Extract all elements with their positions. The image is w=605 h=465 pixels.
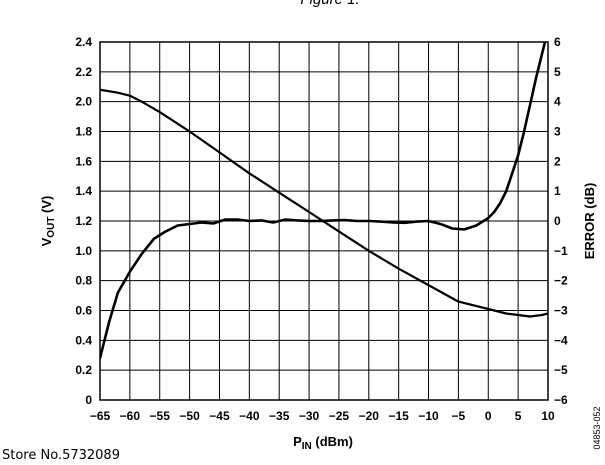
y2-axis-title: ERROR (dB) <box>582 183 597 260</box>
error-series-line <box>100 42 547 360</box>
y-tick-labels: 0 0.2 0.4 0.6 0.8 1.0 1.2 1.4 1.6 1.8 2.0 2.2 2.4 <box>75 35 92 407</box>
x-tick-label: −55 <box>150 409 171 423</box>
y2-tick-label: −3 <box>554 304 568 318</box>
x-tick-label: −25 <box>329 409 350 423</box>
y2-tick-label: 6 <box>554 35 561 49</box>
y-tick-label: 0.8 <box>75 274 92 288</box>
y-tick-label: 2.4 <box>75 35 92 49</box>
y2-tick-label: −6 <box>554 393 568 407</box>
x-tick-label: −50 <box>179 409 200 423</box>
y2-tick-label: −1 <box>554 244 568 258</box>
x-tick-label: −30 <box>299 409 320 423</box>
vout-series-line <box>100 88 548 318</box>
x-tick-label: −10 <box>418 409 439 423</box>
y-tick-label: 2.0 <box>75 95 92 109</box>
x-tick-label: −65 <box>90 409 111 423</box>
figure-title: Figure 1. <box>0 0 605 8</box>
x-tick-label: −40 <box>239 409 260 423</box>
y-tick-label: 0.6 <box>75 304 92 318</box>
y2-tick-labels: −6 −5 −4 −3 −2 −1 0 1 2 3 4 5 6 <box>554 35 568 407</box>
x-tick-labels: −65 −60 −55 −50 −45 −40 −35 −30 −25 −20 −15 −10 −5 0 5… <box>90 409 555 423</box>
y-tick-label: 1.0 <box>75 244 92 258</box>
y2-tick-label: 4 <box>554 95 561 109</box>
y-tick-label: 1.6 <box>75 154 92 168</box>
y-tick-label: 1.8 <box>75 125 92 139</box>
x-tick-label: −15 <box>388 409 409 423</box>
y2-tick-label: 1 <box>554 184 561 198</box>
series-layer <box>100 42 548 360</box>
x-tick-label: −45 <box>209 409 230 423</box>
y2-tick-label: 5 <box>554 65 561 79</box>
y-tick-label: 0 <box>85 393 92 407</box>
x-axis-title: PIN (dBm) <box>293 434 353 452</box>
plot-frame <box>99 41 549 401</box>
y2-tick-label: −2 <box>554 274 568 288</box>
y2-tick-label: 0 <box>554 214 561 228</box>
y2-tick-label: 3 <box>554 125 561 139</box>
y-tick-label: 0.4 <box>75 333 92 347</box>
x-tick-label: −20 <box>359 409 380 423</box>
figure-code: 04853-052 <box>592 406 602 449</box>
x-tick-label: 0 <box>485 409 492 423</box>
y2-tick-label: −4 <box>554 333 568 347</box>
y-tick-label: 1.4 <box>75 184 92 198</box>
y2-tick-label: −5 <box>554 363 568 377</box>
y-tick-label: 2.2 <box>75 65 92 79</box>
x-tick-label: 5 <box>515 409 522 423</box>
store-number: Store No.5732089 <box>2 448 120 463</box>
y2-tick-label: 2 <box>554 154 561 168</box>
x-tick-label: −35 <box>269 409 290 423</box>
x-tick-label: −5 <box>452 409 466 423</box>
y-axis-title: VOUT (V) <box>39 196 57 247</box>
x-tick-label: 10 <box>541 409 555 423</box>
y-tick-label: 0.2 <box>75 363 92 377</box>
x-tick-label: −60 <box>120 409 141 423</box>
y-tick-label: 1.2 <box>75 214 92 228</box>
